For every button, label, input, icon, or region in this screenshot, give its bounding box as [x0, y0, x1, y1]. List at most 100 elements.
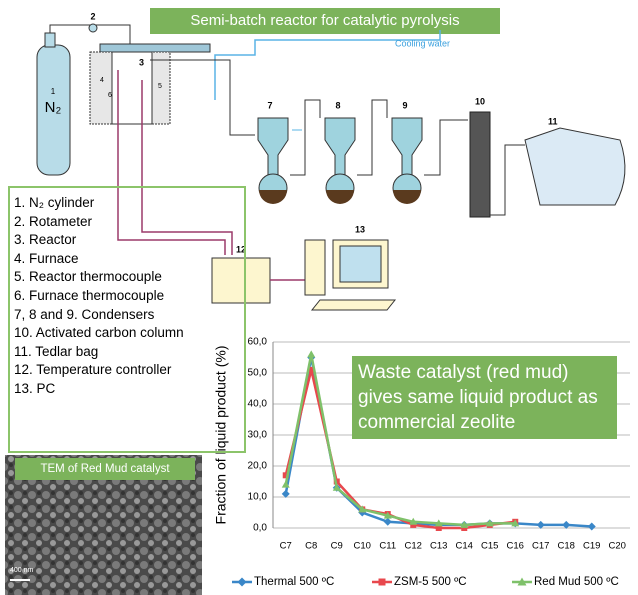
- x-tick-label: C18: [558, 541, 575, 552]
- list-item: 1. N₂ cylinder: [14, 195, 95, 210]
- marker: [536, 520, 545, 529]
- marker: [562, 520, 571, 529]
- legend-list: 1. N₂ cylinder 2. Rotameter 3. Reactor 4. F…: [8, 186, 246, 453]
- tem-caption-box: [15, 458, 195, 480]
- annotation: Waste catalyst (red mud) gives same liqu…: [352, 356, 617, 439]
- chart: 0,0 10,0 20,0 30,0 40,0 50,0 60,0 Fraction of l…: [213, 337, 630, 588]
- x-tick-label: C12: [405, 541, 422, 552]
- marker: [281, 489, 290, 498]
- marker: [410, 521, 417, 528]
- list-item: 7, 8 and 9. Condensers: [14, 306, 155, 322]
- marker: [517, 577, 527, 586]
- list-item: 11. Tedlar bag: [14, 343, 99, 359]
- x-tick-label: C14: [456, 541, 473, 552]
- label: 1: [51, 87, 56, 96]
- marker: [332, 483, 341, 491]
- y-tick-label: 10,0: [248, 492, 268, 503]
- marker: [435, 525, 442, 531]
- x-tick-label: C16: [507, 541, 524, 552]
- list-item: 6. Furnace thermocouple: [14, 287, 165, 303]
- marker: [383, 511, 392, 519]
- marker: [383, 517, 392, 526]
- marker: [282, 472, 289, 479]
- tedlar-bag: [524, 127, 626, 206]
- scale-label: 400 nm: [10, 567, 34, 574]
- y-axis-label: Fraction of liquid product (%): [213, 346, 229, 525]
- list-item: 10. Activated carbon column: [14, 325, 184, 341]
- label: 5: [158, 83, 162, 90]
- marker: [308, 366, 315, 373]
- marker: [461, 525, 468, 531]
- tem-caption: TEM of Red Mud catalyst: [40, 463, 170, 475]
- list-item: 5. Reactor thermocouple: [14, 269, 162, 285]
- x-tick-label: C17: [532, 541, 549, 552]
- marker: [511, 519, 520, 527]
- label: 10: [475, 96, 485, 106]
- marker: [587, 522, 596, 531]
- marker: [307, 350, 316, 358]
- condensers: [257, 99, 468, 204]
- carbon-column: [469, 111, 491, 218]
- x-tick-label: C20: [609, 541, 626, 552]
- marker: [460, 520, 469, 528]
- list-item: 3. Reactor: [14, 232, 77, 248]
- pc-tower: [304, 239, 326, 296]
- label: 2: [90, 11, 95, 21]
- title-box: [150, 8, 500, 34]
- marker: [409, 517, 418, 525]
- wire: [141, 80, 233, 255]
- cooling-label: Cooling water: [395, 38, 450, 48]
- series-line: [284, 354, 516, 527]
- x-tick-label: C8: [305, 541, 317, 552]
- list-item: 2. Rotameter: [14, 213, 93, 229]
- screen: [339, 245, 382, 283]
- legend-label: ZSM-5 500 ºC: [394, 576, 467, 588]
- x-tick-label: C7: [280, 541, 292, 552]
- label: 3: [139, 57, 144, 67]
- reactor-lid: [99, 43, 211, 53]
- rotameter: [88, 23, 98, 33]
- legend-label: Thermal 500 ºC: [254, 576, 334, 588]
- marker: [378, 578, 386, 586]
- marker: [485, 519, 494, 527]
- marker: [237, 577, 247, 587]
- wire: [117, 70, 226, 255]
- label: 12: [236, 244, 246, 254]
- y-tick-label: 50,0: [248, 368, 268, 379]
- label: 13: [355, 224, 365, 234]
- cooling-line: [214, 30, 441, 100]
- x-tick-label: C19: [583, 541, 600, 552]
- marker: [434, 519, 443, 527]
- list-item: 12. Temperature controller: [14, 362, 172, 378]
- x-tick-label: C9: [331, 541, 343, 552]
- label: 4: [100, 77, 104, 84]
- y-tick-label: 40,0: [248, 399, 268, 410]
- label: 7: [267, 100, 272, 110]
- x-tick-label: C13: [430, 541, 447, 552]
- list-item: 4. Furnace: [14, 250, 79, 266]
- x-tick-label: C10: [354, 541, 371, 552]
- label: N₂: [45, 99, 62, 116]
- valve: [44, 32, 56, 48]
- title: Semi-batch reactor for catalytic pyrolys…: [190, 12, 459, 29]
- y-tick-label: 20,0: [248, 461, 268, 472]
- marker: [281, 480, 290, 488]
- pipe: [490, 144, 525, 216]
- keyboard: [310, 299, 397, 311]
- pipe: [150, 59, 255, 136]
- marker: [358, 505, 367, 513]
- label: 9: [402, 100, 407, 110]
- x-tick-label: C15: [481, 541, 498, 552]
- controller: [211, 257, 271, 304]
- label: 8: [335, 100, 340, 110]
- x-tick-label: C11: [379, 541, 396, 552]
- legend-label: Red Mud 500 ºC: [534, 576, 619, 588]
- label: 6: [108, 92, 112, 99]
- y-tick-label: 60,0: [248, 337, 268, 348]
- y-tick-label: 30,0: [248, 430, 268, 441]
- label: 11: [548, 116, 558, 126]
- list-item: 13. PC: [14, 380, 56, 396]
- y-tick-label: 0,0: [253, 523, 267, 534]
